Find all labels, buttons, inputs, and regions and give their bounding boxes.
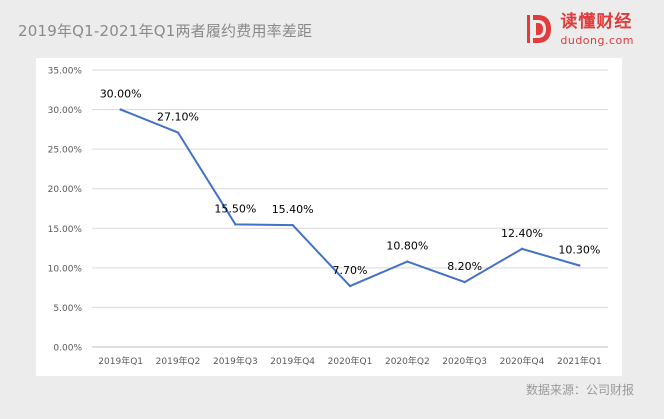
data-point [406, 260, 409, 263]
data-label: 27.10% [157, 111, 199, 124]
y-tick-label: 25.00% [48, 146, 83, 156]
x-tick-label: 2020年Q3 [442, 355, 487, 367]
x-tick-label: 2020年Q4 [500, 355, 545, 367]
x-tick-label: 2019年Q2 [156, 355, 201, 367]
brand-name: 读懂财经 [560, 12, 633, 32]
brand-domain: dudong.com [560, 34, 634, 47]
x-tick-label: 2019年Q1 [98, 355, 143, 367]
y-tick-label: 5.00% [53, 304, 82, 314]
x-tick-label: 2019年Q4 [270, 355, 315, 367]
data-point [234, 223, 237, 226]
line-chart: 0.00% 5.00% 10.00% 15.00% 20.00% 25.00% 30.00%… [48, 67, 608, 367]
y-tick-label: 20.00% [48, 185, 83, 195]
source-note: 数据来源：公司财报 [525, 383, 634, 397]
data-label: 12.40% [501, 227, 543, 240]
y-tick-label: 0.00% [53, 344, 82, 354]
y-tick-label: 30.00% [48, 106, 83, 116]
data-label: 8.20% [447, 260, 482, 273]
dudong-logo-icon [527, 15, 552, 43]
data-label: 10.80% [386, 240, 428, 253]
data-label: 15.50% [214, 202, 256, 215]
data-label: 10.30% [558, 243, 600, 256]
y-tick-label: 15.00% [48, 225, 83, 235]
data-point [520, 247, 524, 251]
y-tick-label: 10.00% [48, 264, 83, 274]
data-point [348, 284, 352, 288]
data-point [463, 280, 466, 284]
chart-panel: 0.00% 5.00% 10.00% 15.00% 20.00% 25.00% 30.00%… [36, 58, 622, 376]
series-line [120, 108, 580, 288]
x-tick-label: 2019年Q3 [213, 355, 258, 367]
data-label: 7.70% [333, 264, 368, 277]
y-tick-label: 35.00% [48, 67, 83, 77]
x-tick-label: 2020年Q1 [328, 355, 373, 367]
data-label: 30.00% [100, 88, 142, 101]
data-point [291, 223, 294, 227]
data-label: 15.40% [272, 203, 314, 216]
x-tick-label: 2020年Q2 [385, 355, 430, 367]
data-point [176, 131, 180, 134]
x-tick-label: 2021年Q1 [557, 355, 602, 367]
page-title: 2019年Q1-2021年Q1两者履约费用率差距 [18, 22, 313, 40]
brand-logo: 读懂财经 dudong.com [524, 12, 634, 52]
data-point [578, 264, 581, 267]
data-point [119, 108, 122, 111]
